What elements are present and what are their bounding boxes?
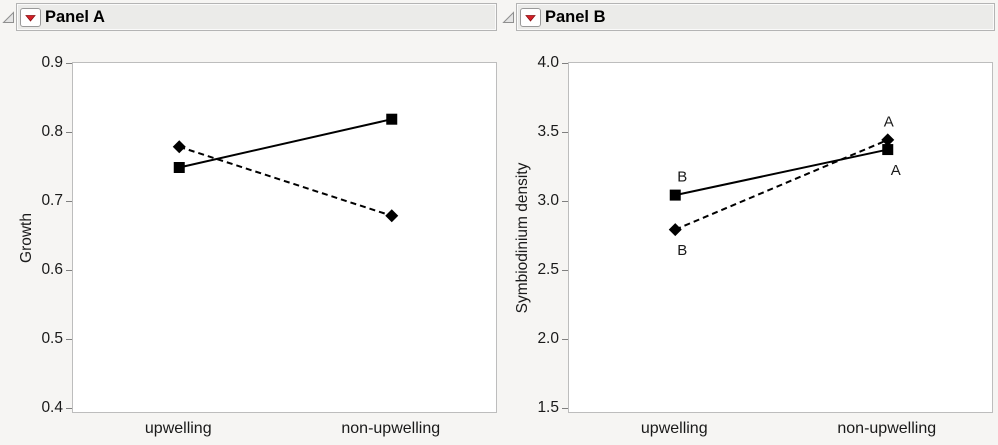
red-triangle-icon (25, 10, 36, 25)
y-tick-label: 1.5 (537, 399, 559, 416)
panel-title: Panel A (45, 7, 105, 26)
y-tick-label: 0.5 (41, 330, 63, 347)
data-point-square (386, 113, 398, 125)
y-axis-title: Growth (18, 212, 35, 263)
y-tick-label: 0.7 (41, 192, 63, 209)
group-letter-annotation: A (891, 162, 901, 179)
group-letter-annotation: A (884, 113, 894, 130)
y-tick-mark (66, 270, 72, 271)
y-tick-mark (66, 408, 72, 409)
red-triangle-icon (525, 10, 536, 25)
panel-a: Panel A Growth 0.9 0.8 0.7 0.6 0.5 0.4 upwellin… (0, 0, 497, 445)
panel-title: Panel B (545, 7, 606, 26)
disclosure-triangle-icon[interactable] (2, 11, 15, 24)
plot-area: B B A A (568, 62, 993, 413)
red-triangle-menu-button[interactable] (520, 7, 541, 27)
y-tick-mark (562, 63, 568, 64)
x-category-label: upwelling (144, 420, 212, 437)
y-tick-mark (66, 201, 72, 202)
data-point-square (173, 162, 185, 173)
y-tick-label: 0.9 (41, 54, 63, 71)
y-tick-label: 0.4 (41, 399, 63, 416)
y-tick-label: 2.5 (537, 261, 559, 278)
x-category-label: non-upwelling (341, 420, 441, 437)
data-point-square (669, 189, 681, 201)
data-point-diamond (385, 209, 399, 223)
plot-area (72, 62, 497, 413)
y-tick-mark (66, 132, 72, 133)
panel-b-header: Panel B (516, 3, 995, 31)
y-tick-label: 4.0 (537, 54, 559, 71)
y-tick-label: 2.0 (537, 330, 559, 347)
chart-svg (172, 113, 399, 223)
series-line-dashed (178, 145, 393, 217)
y-tick-label: 3.0 (537, 192, 559, 209)
x-category-label: upwelling (640, 420, 708, 437)
chart-svg: B B A A (668, 113, 901, 259)
data-point-square (882, 144, 894, 156)
data-point-diamond (881, 133, 895, 147)
series-line-dashed (674, 138, 889, 231)
data-point-diamond (172, 140, 186, 154)
series-line-solid (179, 118, 392, 169)
y-tick-mark (562, 270, 568, 271)
panel-b: Panel B Symbiodinium density 4.0 3.5 3.0 2.5… (500, 0, 995, 445)
y-tick-mark (562, 132, 568, 133)
y-tick-mark (562, 408, 568, 409)
y-axis-title: Symbiodinium density (514, 162, 531, 313)
group-letter-annotation: B (677, 242, 687, 259)
y-tick-label: 0.8 (41, 123, 63, 140)
data-point-diamond (668, 223, 682, 237)
y-tick-label: 0.6 (41, 261, 63, 278)
panel-a-header: Panel A (16, 3, 497, 31)
group-letter-annotation: B (677, 169, 687, 186)
x-category-label: non-upwelling (837, 420, 937, 437)
y-tick-label: 3.5 (537, 123, 559, 140)
red-triangle-menu-button[interactable] (20, 7, 41, 27)
disclosure-triangle-icon[interactable] (502, 11, 515, 24)
series-line-solid (675, 148, 888, 197)
y-tick-mark (66, 63, 72, 64)
y-tick-mark (66, 339, 72, 340)
y-tick-mark (562, 201, 568, 202)
y-tick-mark (562, 339, 568, 340)
